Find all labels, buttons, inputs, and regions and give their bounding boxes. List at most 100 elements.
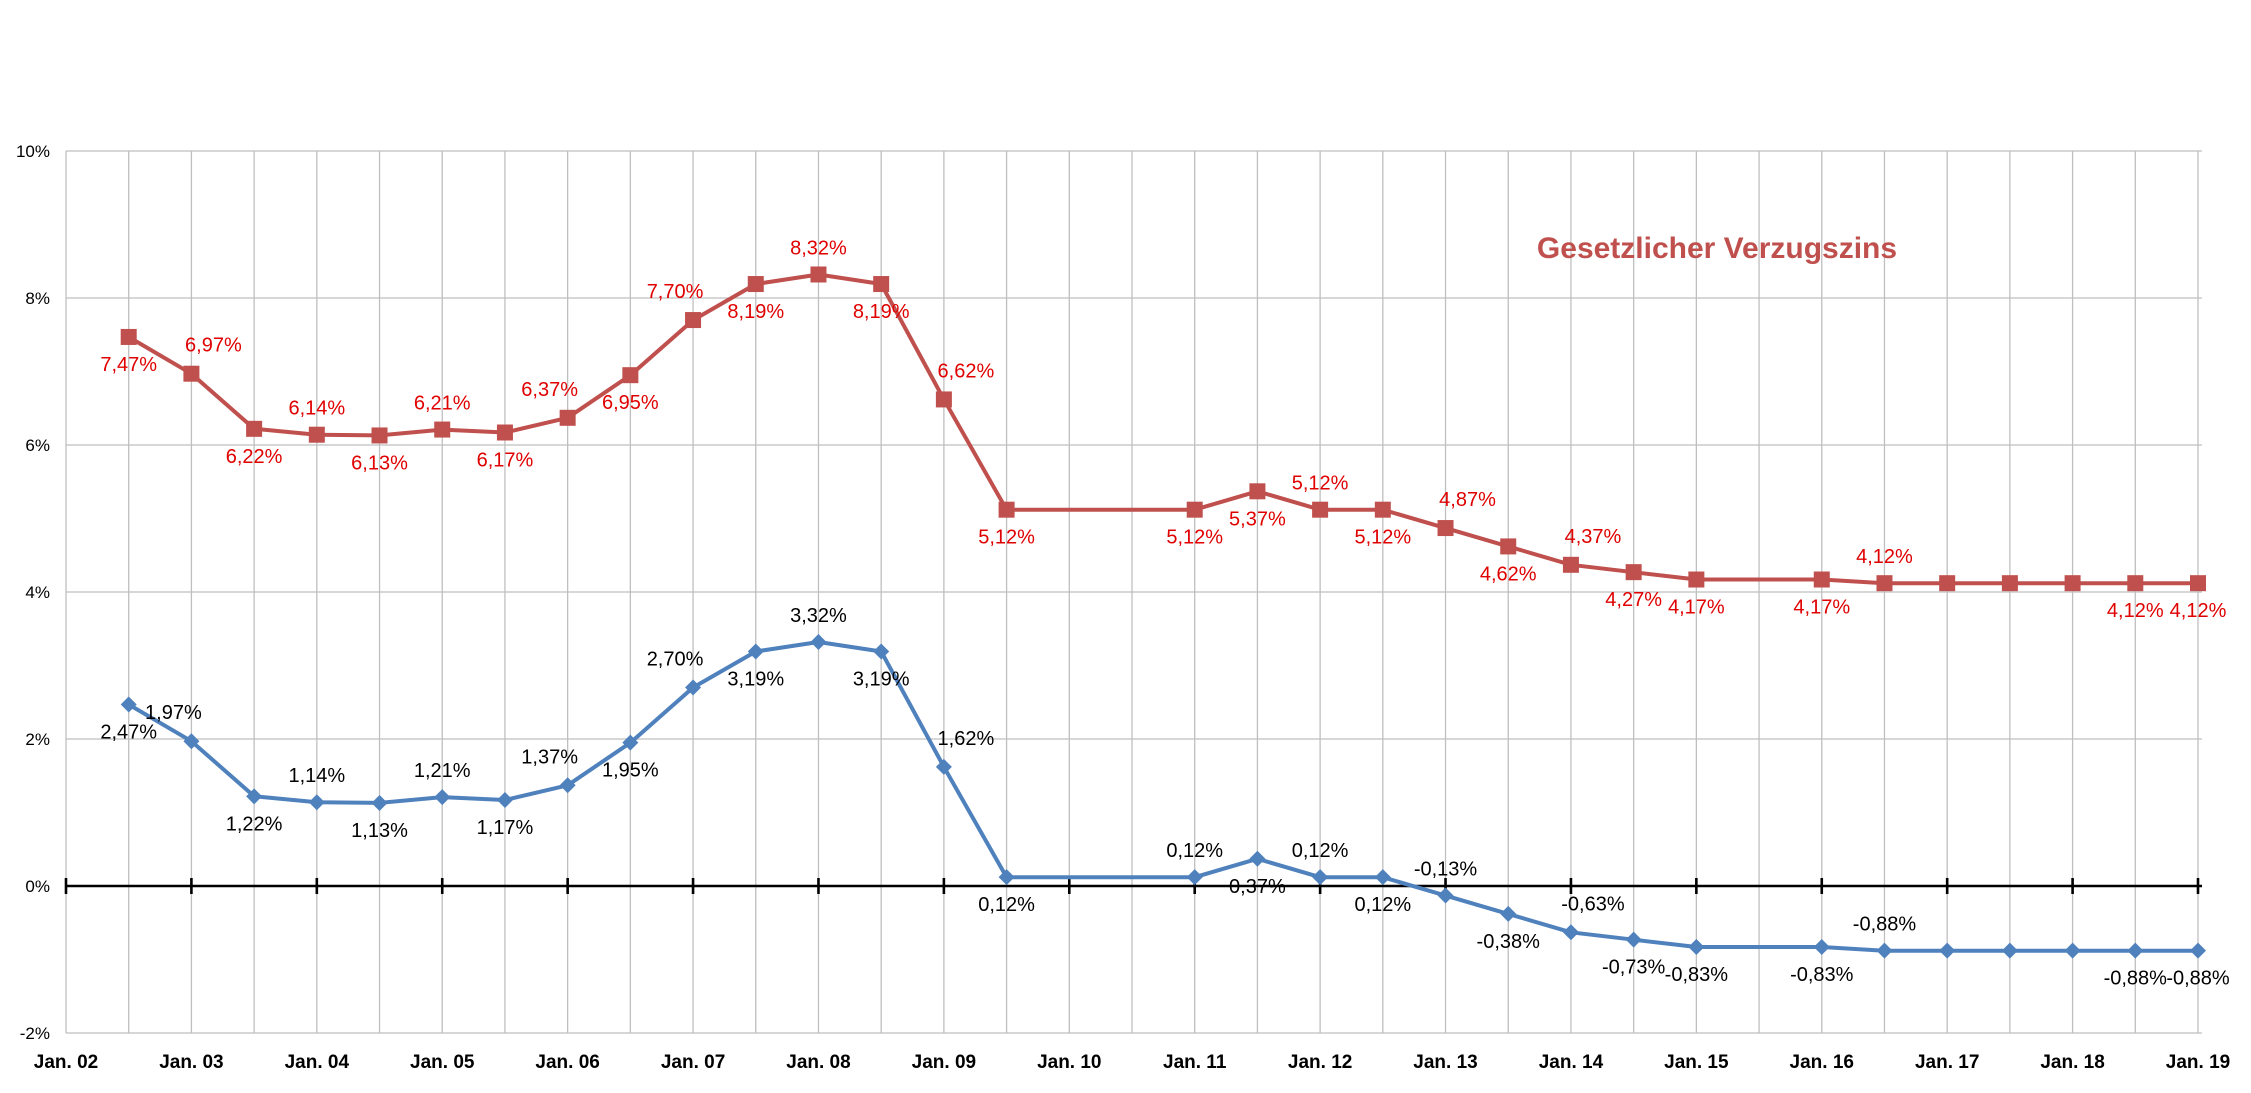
diamond-marker bbox=[1374, 869, 1391, 886]
y-tick-label: 10% bbox=[16, 142, 50, 161]
square-marker bbox=[1625, 564, 1642, 581]
chart-annotation: Gesetzlicher Verzugszins bbox=[1537, 232, 1897, 265]
x-tick-label: Jan. 04 bbox=[285, 1052, 350, 1073]
data-label: 5,12% bbox=[1166, 527, 1223, 549]
y-axis-ticks: -2% 0% 2% 4% 6% 8% 10% bbox=[16, 142, 50, 1043]
square-marker bbox=[1374, 501, 1391, 518]
data-label: 5,12% bbox=[1354, 527, 1411, 549]
data-label: 4,27% bbox=[1605, 589, 1662, 611]
x-tick-label: Jan. 02 bbox=[34, 1052, 98, 1073]
data-label: 8,19% bbox=[727, 301, 784, 323]
data-label: 1,97% bbox=[145, 702, 202, 724]
diamond-marker bbox=[1876, 942, 1893, 959]
y-tick-label: 8% bbox=[25, 289, 50, 308]
diamond-marker bbox=[1249, 850, 1266, 867]
data-labels: 7,47% 6,97% 6,22% 6,14% 6,13% 6,21% 6,17% 6,37%… bbox=[100, 237, 2230, 989]
data-label: 6,13% bbox=[351, 452, 408, 474]
data-label: 1,13% bbox=[351, 820, 408, 842]
diamond-marker bbox=[308, 794, 325, 811]
square-marker bbox=[1813, 571, 1830, 588]
diamond-marker bbox=[371, 794, 388, 811]
diamond-marker bbox=[810, 633, 827, 650]
data-label: 0,37% bbox=[1229, 876, 1286, 898]
data-label: 7,47% bbox=[100, 354, 157, 376]
diamond-marker bbox=[1312, 869, 1329, 886]
diamond-marker bbox=[1688, 939, 1705, 956]
diamond-marker bbox=[434, 789, 451, 806]
data-label: -0,88% bbox=[1853, 914, 1917, 936]
y-tick-label: -2% bbox=[20, 1024, 50, 1043]
diamond-marker bbox=[935, 758, 952, 775]
square-marker bbox=[246, 420, 263, 437]
data-label: 1,14% bbox=[288, 765, 345, 787]
data-label: 6,62% bbox=[938, 360, 995, 382]
diamond-marker bbox=[1186, 869, 1203, 886]
square-marker bbox=[2190, 575, 2206, 592]
data-label: 6,95% bbox=[602, 392, 659, 414]
diamond-marker bbox=[998, 869, 1015, 886]
data-label: 7,70% bbox=[647, 281, 704, 303]
series-group bbox=[120, 266, 2206, 959]
x-tick-label: Jan. 16 bbox=[1790, 1052, 1854, 1073]
square-marker bbox=[2064, 575, 2081, 592]
square-marker bbox=[1437, 520, 1454, 537]
x-tick-label: Jan. 03 bbox=[159, 1052, 223, 1073]
data-label: 1,21% bbox=[414, 760, 471, 782]
data-label: 4,37% bbox=[1565, 526, 1622, 548]
data-label: 1,22% bbox=[226, 813, 283, 835]
data-label: -0,88% bbox=[2166, 968, 2230, 990]
square-marker bbox=[1312, 501, 1329, 518]
x-tick-label: Jan. 10 bbox=[1037, 1052, 1101, 1073]
square-marker bbox=[2127, 575, 2144, 592]
data-label: 1,95% bbox=[602, 760, 659, 782]
data-label: 3,19% bbox=[853, 669, 910, 691]
x-tick-label: Jan. 11 bbox=[1163, 1052, 1227, 1073]
zero-axis bbox=[64, 878, 2202, 894]
x-tick-label: Jan. 07 bbox=[661, 1052, 725, 1073]
data-label: 4,17% bbox=[1793, 597, 1850, 619]
data-label: 8,19% bbox=[853, 301, 910, 323]
square-marker bbox=[873, 276, 890, 293]
square-marker bbox=[747, 276, 764, 293]
data-label: 6,14% bbox=[288, 398, 345, 420]
square-marker bbox=[371, 427, 388, 444]
data-label: 0,12% bbox=[978, 894, 1035, 916]
diamond-marker bbox=[2001, 942, 2018, 959]
data-label: 5,37% bbox=[1229, 508, 1286, 530]
x-tick-label: Jan. 09 bbox=[912, 1052, 976, 1073]
square-marker bbox=[810, 266, 827, 283]
data-label: 0,12% bbox=[1166, 840, 1223, 862]
data-label: -0,88% bbox=[2104, 968, 2168, 990]
x-axis: Jan. 02 Jan. 03 Jan. 04 Jan. 05 Jan. 06 Jan. … bbox=[34, 1052, 2230, 1073]
square-marker bbox=[1688, 571, 1705, 588]
x-tick-label: Jan. 12 bbox=[1288, 1052, 1352, 1073]
diamond-marker bbox=[1437, 887, 1454, 904]
square-marker bbox=[120, 328, 137, 345]
square-marker bbox=[935, 391, 952, 408]
data-label: 4,87% bbox=[1439, 489, 1496, 511]
data-label: 6,37% bbox=[521, 379, 578, 401]
square-marker bbox=[622, 367, 639, 384]
diamond-marker bbox=[747, 643, 764, 660]
x-tick-label: Jan. 13 bbox=[1413, 1052, 1477, 1073]
diamond-marker bbox=[2190, 942, 2206, 959]
data-label: 4,17% bbox=[1668, 597, 1725, 619]
square-marker bbox=[998, 501, 1015, 518]
square-marker bbox=[183, 365, 200, 382]
data-label: -0,83% bbox=[1790, 964, 1854, 986]
x-tick-label: Jan. 15 bbox=[1664, 1052, 1729, 1073]
data-label: 1,37% bbox=[521, 746, 578, 768]
data-label: 3,32% bbox=[790, 605, 847, 627]
square-marker bbox=[1500, 538, 1517, 555]
diamond-marker bbox=[1625, 931, 1642, 948]
square-marker bbox=[496, 424, 513, 441]
y-tick-label: 2% bbox=[25, 730, 50, 749]
x-tick-label: Jan. 06 bbox=[535, 1052, 599, 1073]
data-label: 4,12% bbox=[2170, 600, 2227, 622]
square-marker bbox=[308, 426, 325, 443]
data-label: 6,17% bbox=[477, 450, 534, 472]
data-label: -0,13% bbox=[1414, 859, 1478, 881]
x-tick-label: Jan. 18 bbox=[2040, 1052, 2104, 1073]
